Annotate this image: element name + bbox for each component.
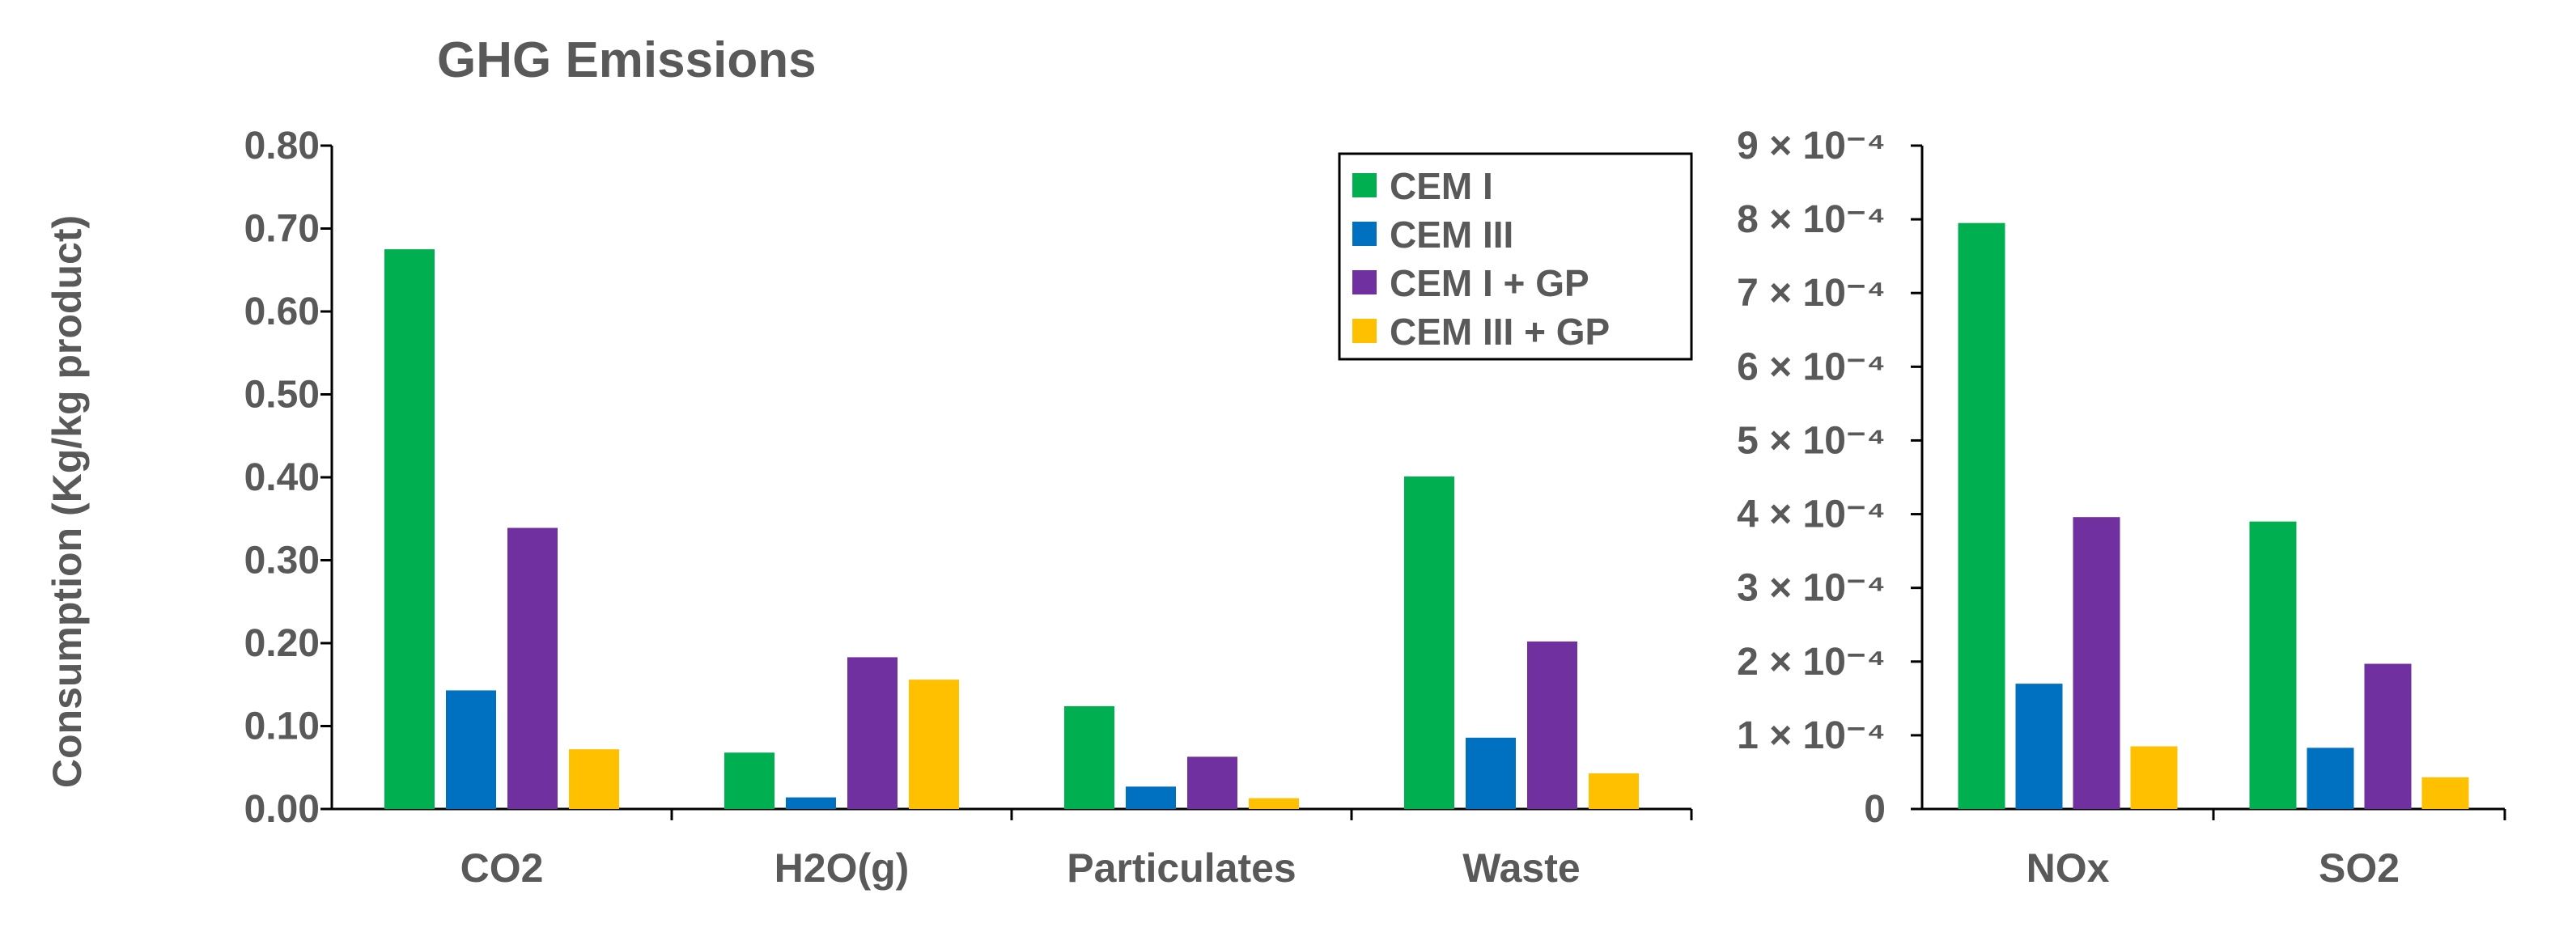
bar-cem-i-gp-so2 xyxy=(2364,663,2412,809)
y-tick-label: 0.40 xyxy=(244,456,320,499)
x-category-label: SO2 xyxy=(2319,845,2400,891)
bar-cem-i-h2o-g xyxy=(724,752,774,809)
bar-cem-iii-waste xyxy=(1466,737,1516,809)
y-axis-label: Consumption (Kg/kg product) xyxy=(45,215,90,788)
bar-cem-i-gp-nox xyxy=(2073,517,2120,809)
legend-label: CEM I xyxy=(1390,165,1493,207)
y-tick-label: 3 × 10⁻⁴ xyxy=(1737,567,1886,610)
bar-cem-iii-gp-nox xyxy=(2130,746,2178,809)
y-tick-label: 0.10 xyxy=(244,705,320,748)
y-tick-label: 9 × 10⁻⁴ xyxy=(1737,125,1886,167)
bar-cem-i-so2 xyxy=(2249,521,2297,809)
y-tick-label: 0.80 xyxy=(244,125,320,167)
bar-cem-i-gp-waste xyxy=(1527,641,1577,809)
bar-cem-iii-gp-so2 xyxy=(2421,777,2469,809)
y-tick-label: 0.00 xyxy=(244,788,320,831)
x-category-label: Waste xyxy=(1462,845,1580,891)
y-tick-label: 7 × 10⁻⁴ xyxy=(1737,272,1886,315)
bar-cem-iii-h2o-g xyxy=(786,797,836,809)
y-tick-label: 0 xyxy=(1864,788,1886,831)
bar-cem-iii-particulates xyxy=(1126,786,1176,809)
bar-cem-iii-gp-co2 xyxy=(569,749,619,809)
y-tick-label: 6 × 10⁻⁴ xyxy=(1737,345,1886,388)
bar-cem-iii-co2 xyxy=(446,690,496,809)
bar-cem-i-particulates xyxy=(1064,705,1114,809)
y-tick-label: 2 × 10⁻⁴ xyxy=(1737,641,1886,684)
bar-cem-iii-so2 xyxy=(2307,748,2354,809)
legend-label: CEM III xyxy=(1390,214,1513,256)
bar-cem-i-co2 xyxy=(384,249,435,809)
bar-cem-iii-gp-particulates xyxy=(1249,798,1299,809)
left-chart: 0.00 0.10 0.20 0.30 0.40 0.50 0.60 0.70 0.80 CO2 H… xyxy=(244,125,1693,891)
y-tick-label: 5 × 10⁻⁴ xyxy=(1737,419,1886,462)
legend-swatch xyxy=(1352,222,1377,246)
y-tick-label: 0.50 xyxy=(244,374,320,417)
bar-cem-i-nox xyxy=(1958,222,2005,810)
bar-cem-iii-nox xyxy=(2015,684,2063,809)
x-category-label: NOx xyxy=(2026,845,2110,891)
y-tick-label: 0.70 xyxy=(244,208,320,251)
y-tick-label: 4 × 10⁻⁴ xyxy=(1737,493,1886,536)
x-category-label: Particulates xyxy=(1067,845,1296,891)
y-tick-label: 0.30 xyxy=(244,540,320,582)
legend-swatch xyxy=(1352,173,1377,197)
legend-label: CEM III + GP xyxy=(1390,311,1610,353)
legend-label: CEM I + GP xyxy=(1390,262,1589,304)
bar-cem-iii-gp-h2o-g xyxy=(909,680,959,809)
legend-swatch xyxy=(1352,270,1377,294)
chart-legend: CEM I CEM III CEM I + GP CEM III + GP xyxy=(1338,152,1693,361)
bar-cem-i-gp-co2 xyxy=(507,527,558,809)
bar-cem-i-waste xyxy=(1404,476,1454,809)
chart-title: GHG Emissions xyxy=(437,32,817,88)
bar-cem-i-gp-particulates xyxy=(1187,756,1237,809)
y-tick-label: 0.20 xyxy=(244,622,320,665)
x-category-label: CO2 xyxy=(460,845,544,891)
bar-cem-iii-gp-waste xyxy=(1589,773,1639,809)
right-chart: 0 1 × 10⁻⁴ 2 × 10⁻⁴ 3 × 10⁻⁴ 4 × 10⁻⁴ 5 × 10⁻… xyxy=(1737,125,2506,891)
x-category-label: H2O(g) xyxy=(774,845,910,891)
legend-swatch xyxy=(1352,319,1377,343)
bar-cem-i-gp-h2o-g xyxy=(847,657,898,809)
y-tick-label: 8 × 10⁻⁴ xyxy=(1737,198,1886,241)
legend-box xyxy=(1338,152,1693,361)
y-tick-label: 1 × 10⁻⁴ xyxy=(1737,714,1886,757)
y-tick-label: 0.60 xyxy=(244,290,320,333)
